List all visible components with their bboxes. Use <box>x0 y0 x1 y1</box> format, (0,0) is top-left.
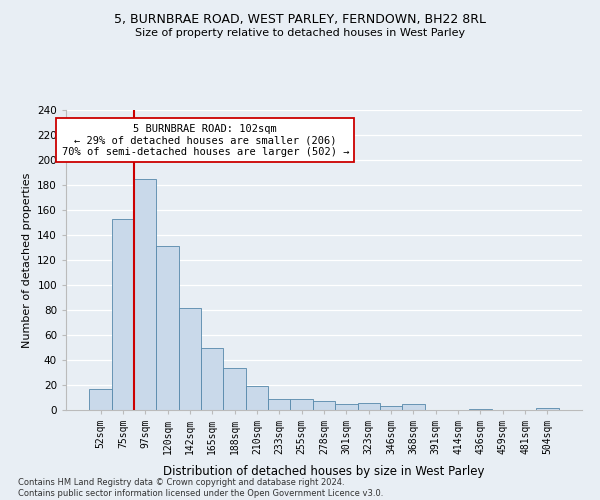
Y-axis label: Number of detached properties: Number of detached properties <box>22 172 32 348</box>
Bar <box>469 409 491 410</box>
Text: Size of property relative to detached houses in West Parley: Size of property relative to detached ho… <box>135 28 465 38</box>
X-axis label: Distribution of detached houses by size in West Parley: Distribution of detached houses by size … <box>163 466 485 478</box>
Bar <box>134 179 157 410</box>
Bar <box>335 404 358 410</box>
Bar <box>380 406 402 410</box>
Bar <box>179 308 201 410</box>
Bar <box>402 404 425 410</box>
Bar <box>201 348 223 410</box>
Bar <box>157 246 179 410</box>
Bar <box>290 399 313 410</box>
Text: 5, BURNBRAE ROAD, WEST PARLEY, FERNDOWN, BH22 8RL: 5, BURNBRAE ROAD, WEST PARLEY, FERNDOWN,… <box>114 12 486 26</box>
Bar <box>268 399 290 410</box>
Text: 5 BURNBRAE ROAD: 102sqm
← 29% of detached houses are smaller (206)
70% of semi-d: 5 BURNBRAE ROAD: 102sqm ← 29% of detache… <box>62 124 349 156</box>
Bar <box>358 402 380 410</box>
Bar <box>246 386 268 410</box>
Bar <box>223 368 246 410</box>
Bar <box>112 219 134 410</box>
Text: Contains HM Land Registry data © Crown copyright and database right 2024.
Contai: Contains HM Land Registry data © Crown c… <box>18 478 383 498</box>
Bar <box>313 401 335 410</box>
Bar <box>536 408 559 410</box>
Bar <box>89 389 112 410</box>
